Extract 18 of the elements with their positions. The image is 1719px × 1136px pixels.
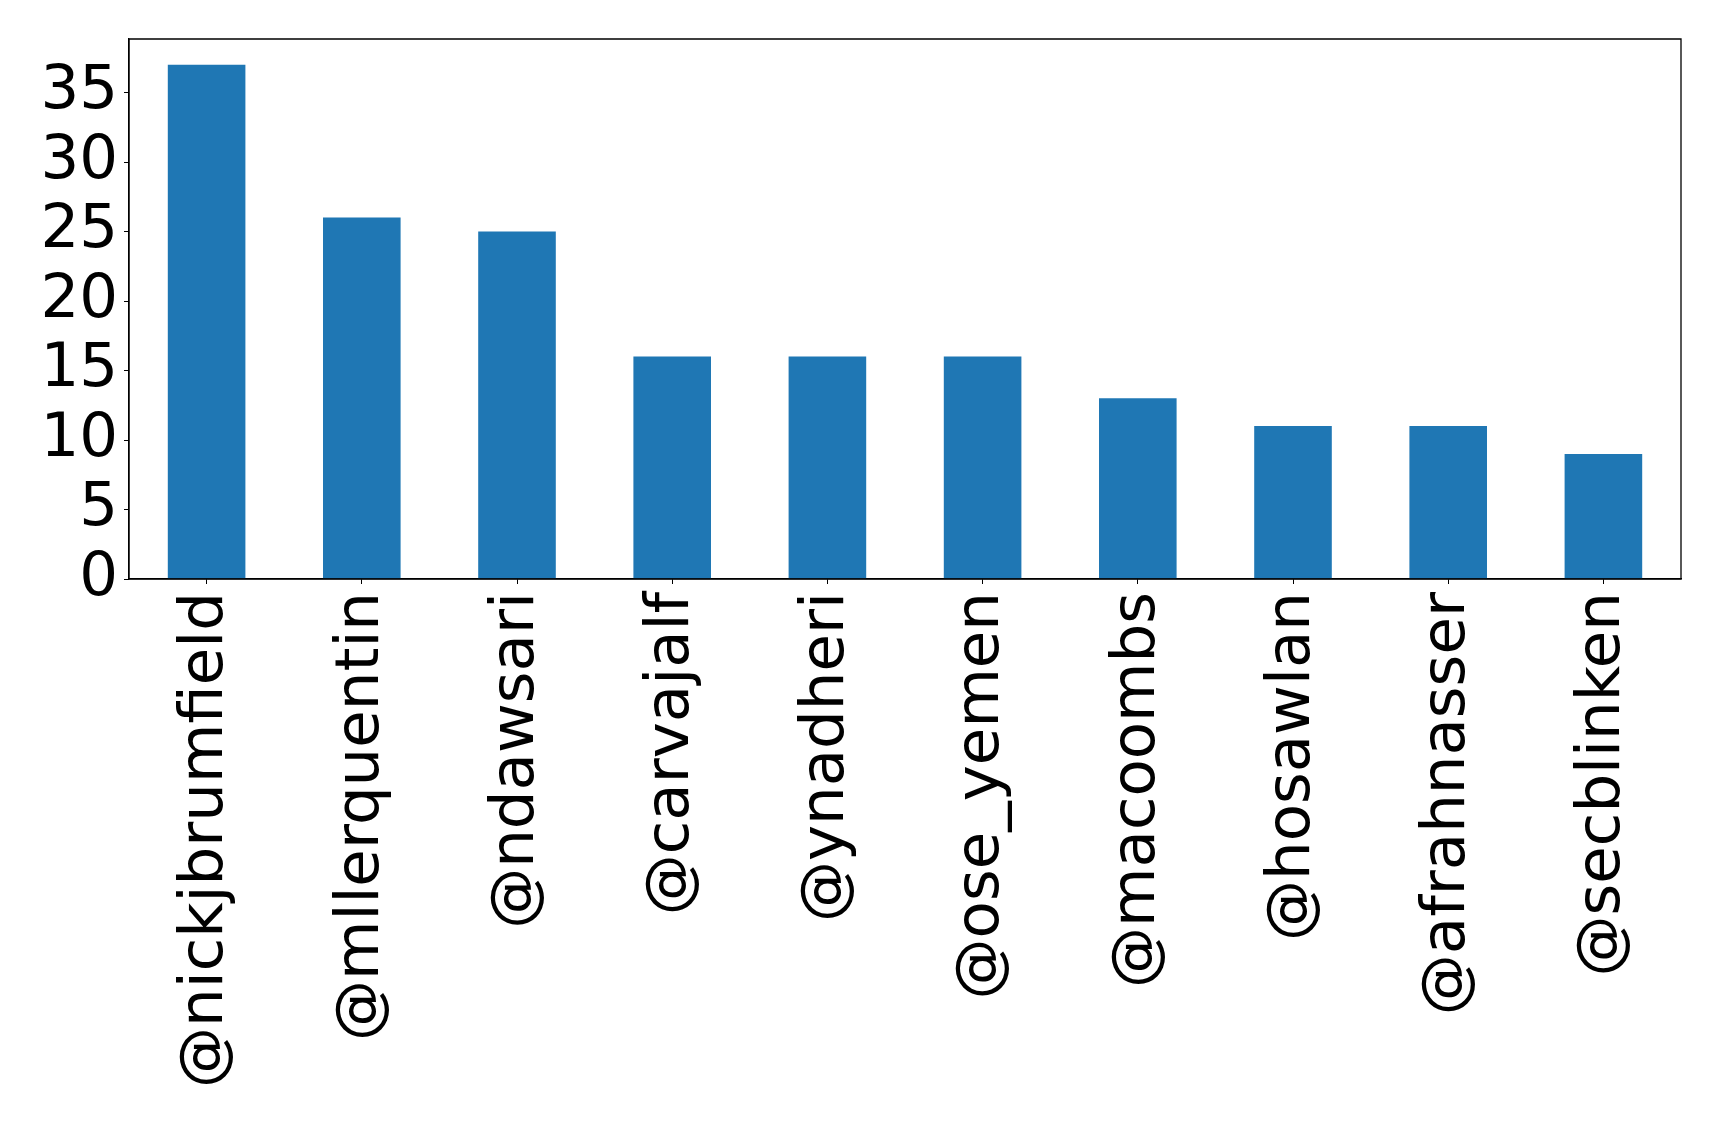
x-tick-label: @secblinken bbox=[1562, 592, 1634, 977]
y-tick-label: 5 bbox=[79, 468, 118, 540]
y-tick-label: 30 bbox=[40, 120, 118, 192]
y-tick-label: 25 bbox=[40, 190, 118, 262]
x-tick-label: @ose_yemen bbox=[941, 592, 1013, 1000]
x-tick-label: @carvajalf bbox=[631, 590, 703, 916]
y-tick-label: 20 bbox=[40, 259, 118, 331]
x-tick-label: @ndawsari bbox=[475, 592, 547, 929]
x-tick-label: @nickjbrumfield bbox=[165, 592, 237, 1088]
x-tick-label: @afrahnasser bbox=[1407, 591, 1479, 1016]
x-tick-label: @ynadheri bbox=[786, 592, 858, 923]
y-tick-label: 0 bbox=[79, 537, 118, 609]
x-tick-label: @macoombs bbox=[1096, 592, 1168, 988]
y-tick-label: 15 bbox=[40, 329, 118, 401]
y-tick-label: 10 bbox=[40, 398, 118, 470]
x-tick-label: @mllerquentin bbox=[320, 592, 392, 1041]
x-tick-label: @hosawlan bbox=[1251, 592, 1323, 942]
y-tick-label: 35 bbox=[40, 51, 118, 123]
